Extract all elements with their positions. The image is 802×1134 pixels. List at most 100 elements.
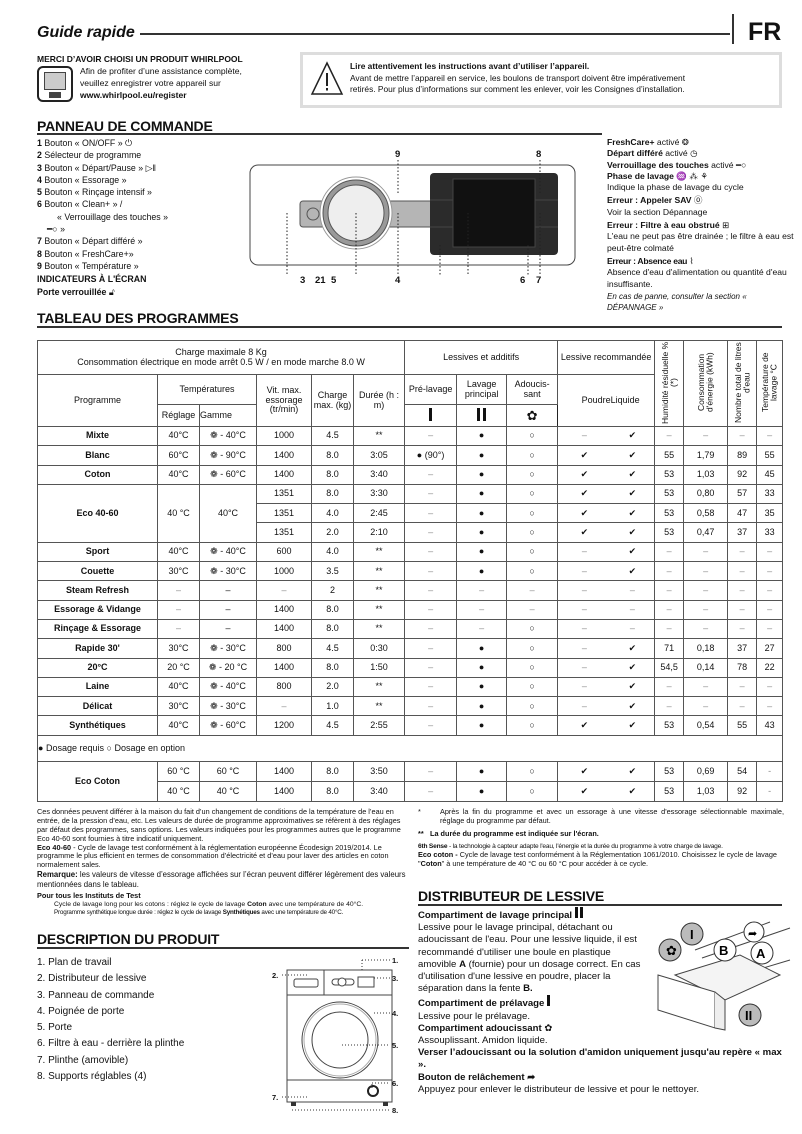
mainwash-cell: – [456,618,508,640]
programme-cell: Couette [37,561,158,582]
sixth-sense-icon: ❁ [210,681,221,692]
setting-cell: 30°C [157,696,200,717]
panel-item: ━○ » [47,224,65,235]
label-A: A [756,946,766,961]
note-eco-4060: Eco 40-60 - Cycle de lavage test conform… [37,842,389,870]
powder-cell: – [557,541,611,563]
warning-text-2: retirés. Pour plus d’informations sur co… [350,84,685,94]
spin-header: Vit. max. essorage (tr/min) [256,374,312,427]
callout-3: 3 [300,275,306,286]
note-remark: Remarque: les valeurs de vitesse d’essor… [37,870,406,889]
range-cell: 40 °C [199,780,257,802]
header-divider [732,14,734,44]
callout-4: 4 [395,275,401,286]
softener-warning: Verser l’adoucissant ou la solution d'am… [418,1047,782,1071]
main-wash-icon [574,907,584,921]
setting-cell: – [157,580,200,601]
prewash-cell: – [404,638,458,659]
panel-item: « Verrouillage des touches » [57,211,169,222]
table-row: 20°C 20 °C ❁ - 20 °C 1400 8.0 1:50– ● ○ – ✔ 54,5 0,… [37,657,784,678]
programme-cell: Mixte [37,425,158,447]
mainwash-cell: – [456,580,508,601]
humidity-cell: 53 [654,522,685,543]
spin-cell: 1400 [256,445,312,466]
warning-box: Lire attentivement les instructions avan… [300,52,782,108]
note-data-differ: Ces données peuvent différer à la maison… [37,807,401,843]
load-cell: 8.0 [311,657,354,678]
register-url[interactable]: www.whirlpool.eu/register [80,90,187,100]
table-row: Synthétiques 40°C ❁ - 60°C 1200 4.5 2:55– ● ○ ✔ ✔… [37,715,784,736]
mainwash-header: Lavage principal [456,374,508,405]
indicators-note: En cas de panne, consulter la section « … [607,291,747,313]
prewash-cell: – [404,464,458,485]
prewash-cell: – [404,425,458,447]
powder-cell: ✔ [557,522,611,543]
wash-temp-cell: 45 [756,464,784,485]
no-water-icon: ⌇ [689,255,694,266]
humidity-cell: 53 [654,780,685,802]
filter-icon: ⊞ [722,220,730,231]
setting-cell: – [157,618,200,640]
wash-temp-cell: 33 [756,522,784,543]
powder-cell: ✔ [557,760,611,782]
indicator-service-error: Erreur : Appeler SAV ⓪ Voir la section Dé… [607,195,708,217]
humidity-cell: 53 [654,715,685,736]
water-cell: – [727,696,758,717]
duration-cell: 3:40 [352,464,406,485]
energy-cell: 0,69 [683,760,729,782]
humidity-cell: 71 [654,638,685,659]
powder-cell: – [557,638,611,659]
softener-flower-icon: ✿ [506,404,559,427]
legend-row: ● Dosage requis ○ Dosage en option [36,734,784,762]
control-panel-heading: PANNEAU DE COMMANDE [37,118,213,134]
energy-cell: 1,03 [683,464,729,485]
table-row: Eco 40-60 40 °C 40°C 1351 8.0 3:30– ● ○ ✔ ✔ 53 0,80… [37,483,784,543]
callout-5: 5. [392,1041,399,1050]
service-icon: ⓪ [693,195,703,206]
water-cell: 89 [727,445,758,466]
liquid-cell: ✔ [610,638,656,659]
part-item: 6. Filtre à eau - derrière la plinthe [37,1038,185,1050]
part-item: 1. Plan de travail [37,957,112,968]
mainwash-cell: – [456,599,508,620]
release-button-text: Appuyez pour enlever le distributeur de … [418,1083,700,1095]
humidity-cell: – [654,676,685,698]
range-cell: ❁ - 90°C [199,445,257,466]
duration-cell: 1:50 [352,657,406,678]
spin-cell: 600 [256,541,312,563]
indicator-filter-error: Erreur : Filtre à eau obstrué ⊞ L'eau ne … [607,220,794,253]
setting-cell: 30°C [157,638,200,659]
part-item: 7. Plinthe (amovible) [37,1054,129,1066]
liquid-cell: ✔ [610,715,656,736]
spin-cell: 800 [256,676,312,698]
panel-item: 6 Bouton « Clean+ » / [37,199,123,210]
energy-cell: 0,14 [683,657,729,678]
humidity-cell: 53 [654,760,685,782]
spin-cell: 1400 [256,780,312,802]
load-cell: 8.0 [311,464,354,485]
range-cell: ❁ - 30°C [199,561,257,582]
callout-1: 1. [392,956,399,965]
table-notes-left: Ces données peuvent différer à la maison… [37,807,409,917]
indicators-heading: INDICATEURS À L'ÉCRAN [37,274,147,285]
indicator-key-lock: Verrouillage des touches activé ━○ [607,159,747,170]
mainwash-cell: ● [456,561,508,582]
table-row: Coton 40°C ❁ - 60°C 1400 8.0 3:40– ● ○ ✔ ✔ 53 1,03 9… [37,464,784,485]
power-icon: ⏻ [125,138,133,148]
prewash-cell: – [404,580,458,601]
duration-cell: ** [352,541,406,563]
water-cell: 37 [727,638,758,659]
load-cell: 8.0 [311,760,354,782]
prewash-cell: – [404,483,458,505]
page-title: Guide rapide [37,24,135,41]
water-cell: – [727,580,758,601]
humidity-cell: – [654,561,685,582]
note-test-institutes-heading: Pour tous les Instituts de Test [37,891,141,901]
duration-cell: 3:50 [352,760,406,782]
energy-cell: 0,80 [683,483,729,505]
load-cell: 8.0 [311,599,354,620]
humidity-cell: – [654,618,685,640]
warning-title: Lire attentivement les instructions avan… [350,61,590,71]
callout-8: 8. [392,1106,399,1115]
table-row: Rapide 30' 30°C ❁ - 30°C 800 4.5 0:30– ● ○ – ✔ 71 0… [37,638,784,659]
